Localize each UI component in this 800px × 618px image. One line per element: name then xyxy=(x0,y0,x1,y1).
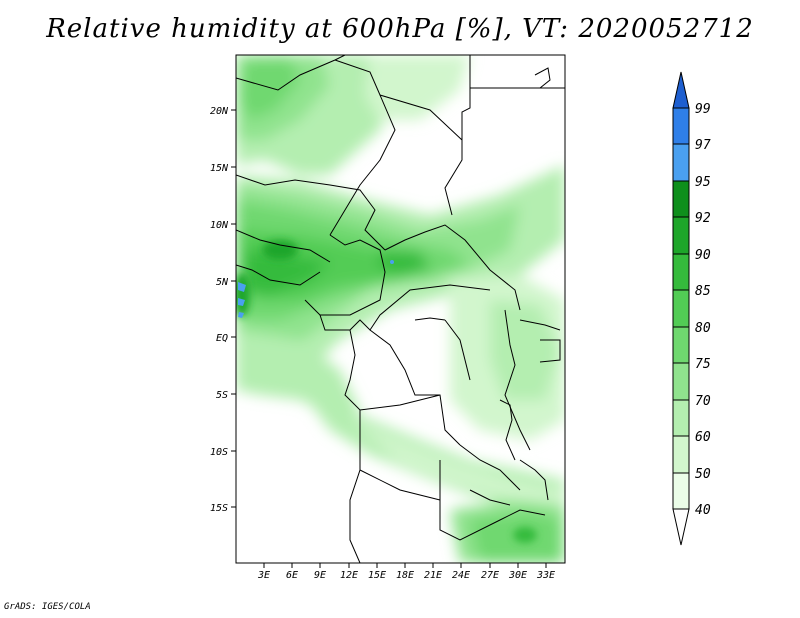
lon-tick-label: 9E xyxy=(314,570,326,581)
colorbar-swatch xyxy=(672,326,690,364)
colorbar-label: 95 xyxy=(695,175,711,190)
colorbar-bottom-arrow xyxy=(672,508,690,546)
lon-tick-label: 15E xyxy=(368,570,386,581)
lat-tick-label: EQ xyxy=(216,333,228,344)
lat-tick-label: 20N xyxy=(210,106,229,117)
colorbar-label: 60 xyxy=(695,430,711,445)
colorbar-label: 90 xyxy=(695,248,711,263)
lon-tick-label: 12E xyxy=(340,570,358,581)
colorbar-swatch xyxy=(672,399,690,437)
software-credit: GrADS: IGES/COLA xyxy=(4,602,91,612)
lat-tick-label: 10S xyxy=(210,447,228,458)
latitude-axis: 20N 15N 10N 5N EQ 5S 10S 15S xyxy=(210,106,236,514)
colorbar-swatch xyxy=(672,180,690,218)
colorbar: 99 97 95 92 90 85 80 75 70 60 50 40 xyxy=(672,71,711,546)
colorbar-swatch xyxy=(672,216,690,255)
colorbar-label: 75 xyxy=(695,357,711,372)
colorbar-top-arrow xyxy=(672,71,690,109)
map-frame xyxy=(235,54,566,564)
lon-tick-label: 24E xyxy=(452,570,470,581)
colorbar-swatch xyxy=(672,253,690,291)
colorbar-swatch xyxy=(672,143,690,182)
lon-tick-label: 6E xyxy=(286,570,298,581)
colorbar-swatch xyxy=(672,289,690,328)
lon-tick-label: 3E xyxy=(257,570,270,581)
colorbar-label: 80 xyxy=(695,321,711,336)
colorbar-swatch xyxy=(672,472,690,510)
colorbar-label: 92 xyxy=(695,211,711,226)
map-title: Relative humidity at 600hPa [%], VT: 202… xyxy=(46,14,754,44)
lat-tick-label: 15N xyxy=(210,163,229,174)
colorbar-label: 97 xyxy=(695,138,711,153)
humidity-field xyxy=(236,55,565,563)
colorbar-swatch xyxy=(672,435,690,474)
lat-tick-label: 10N xyxy=(210,220,229,231)
colorbar-label: 70 xyxy=(695,394,711,409)
colorbar-swatch xyxy=(672,107,690,145)
colorbar-label: 50 xyxy=(695,467,711,482)
colorbar-swatch xyxy=(672,362,690,401)
lon-tick-label: 21E xyxy=(424,570,442,581)
colorbar-label: 85 xyxy=(695,284,711,299)
lon-tick-label: 30E xyxy=(508,570,527,581)
lat-tick-label: 5N xyxy=(216,277,229,288)
colorbar-label: 99 xyxy=(695,102,711,117)
country-borders xyxy=(236,55,565,563)
lat-tick-label: 5S xyxy=(216,390,228,401)
lat-tick-label: 15S xyxy=(210,503,228,514)
colorbar-label: 40 xyxy=(695,503,711,518)
lon-tick-label: 18E xyxy=(396,570,414,581)
lon-tick-label: 33E xyxy=(536,570,555,581)
lon-tick-label: 27E xyxy=(481,570,499,581)
longitude-axis: 3E 6E 9E 12E 15E 18E 21E 24E 27E 30E 33E xyxy=(257,563,555,581)
